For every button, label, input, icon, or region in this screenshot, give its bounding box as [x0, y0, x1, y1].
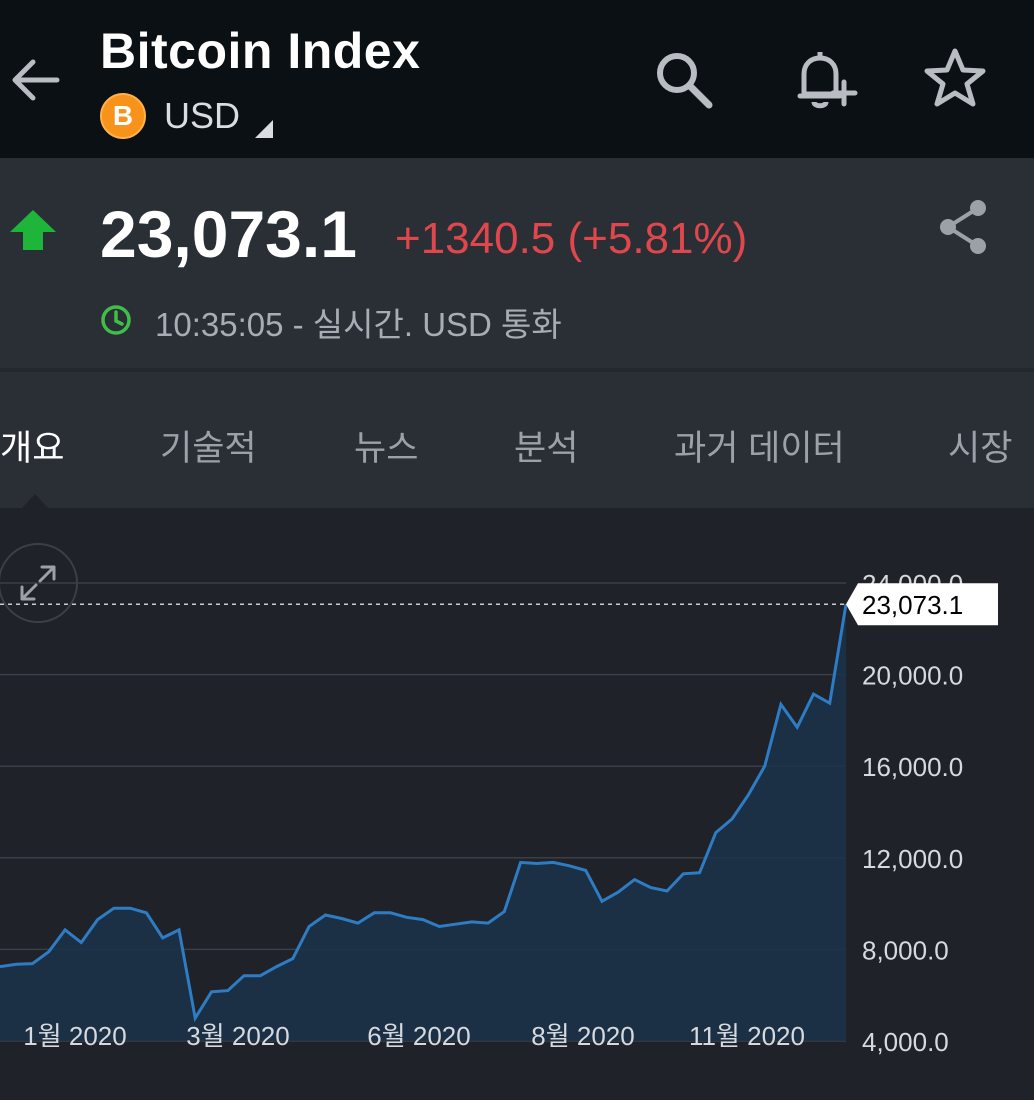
y-tick-label: 16,000.0 [862, 752, 963, 782]
tab-news[interactable]: 뉴스 [354, 429, 419, 468]
y-tick-label: 4,000.0 [862, 1027, 949, 1057]
search-button[interactable] [648, 44, 718, 114]
y-axis: 24,000.020,000.016,000.012,000.08,000.04… [862, 569, 963, 1057]
tab-historical-data[interactable]: 과거 데이터 [674, 429, 845, 468]
back-button[interactable] [0, 38, 70, 122]
tab-bar: 개요 기술적 뉴스 분석 과거 데이터 시장 [0, 368, 1034, 508]
price-change: +1340.5 (+5.81%) [395, 214, 748, 263]
search-icon [657, 53, 713, 109]
share-button[interactable] [932, 196, 994, 258]
current-price-tag-shape [846, 583, 998, 626]
realtime-timestamp: 10:35:05 - 실시간. USD 통화 [155, 306, 562, 343]
add-alert-bell-icon [797, 52, 858, 109]
y-tick-label: 8,000.0 [862, 935, 949, 965]
current-price-tag-label: 23,073.1 [862, 590, 963, 620]
tab-overview[interactable]: 개요 [0, 429, 65, 468]
bitcoin-logo-icon: B [100, 93, 146, 139]
y-tick-label: 20,000.0 [862, 661, 963, 691]
currency-label: USD [164, 95, 241, 136]
currency-selector[interactable]: B USD [100, 93, 273, 139]
page-title: Bitcoin Index [100, 23, 421, 79]
tab-markets[interactable]: 시장 [948, 429, 1013, 468]
add-alert-button[interactable] [790, 44, 860, 114]
tab-technical[interactable]: 기술적 [160, 429, 257, 468]
caret-down-icon [255, 120, 273, 138]
x-tick-label: 6월 2020 [367, 1021, 470, 1051]
x-tick-label: 11월 2020 [689, 1021, 805, 1051]
expand-icon [20, 565, 56, 601]
tab-analysis[interactable]: 분석 [514, 429, 579, 468]
chart-series-line [0, 603, 848, 1023]
quote-panel: 23,073.1 +1340.5 (+5.81%) 10:35:05 - 실시간… [0, 158, 1034, 368]
clock-icon [101, 305, 131, 335]
star-icon [924, 48, 986, 107]
back-arrow-icon [12, 59, 60, 101]
favorite-button[interactable] [920, 44, 990, 114]
chart-area-fill [0, 604, 846, 1041]
active-tab-indicator [22, 494, 48, 508]
current-price: 23,073.1 [100, 197, 357, 271]
up-arrow-icon [10, 210, 56, 250]
share-icon [940, 200, 986, 254]
expand-chart-button[interactable] [0, 543, 78, 623]
x-tick-label: 8월 2020 [531, 1021, 634, 1051]
app-header: Bitcoin Index B USD [0, 0, 1034, 158]
x-tick-label: 3월 2020 [186, 1021, 289, 1051]
price-chart[interactable]: 24,000.020,000.016,000.012,000.08,000.04… [0, 508, 1034, 1100]
x-axis: 1월 2020 3월 2020 6월 2020 8월 2020 11월 2020 [23, 1021, 805, 1051]
x-tick-label: 1월 2020 [23, 1021, 126, 1051]
current-price-tag: 23,073.1 [846, 583, 998, 626]
y-tick-label: 12,000.0 [862, 844, 963, 874]
